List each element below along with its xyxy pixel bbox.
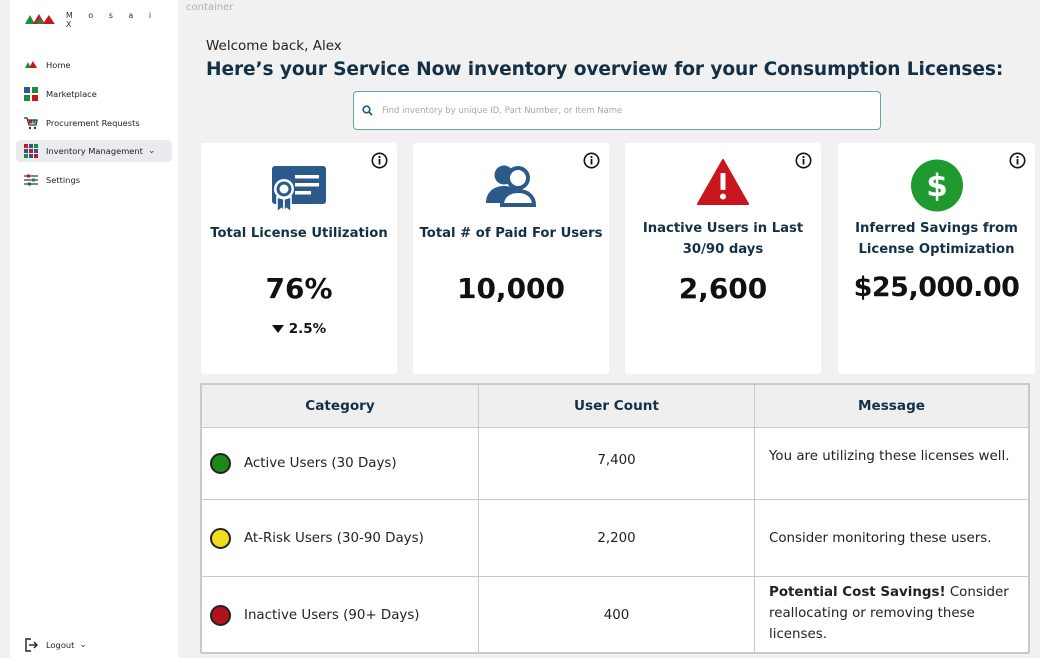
info-icon[interactable] — [1009, 152, 1026, 169]
table-row: At-Risk Users (30-90 Days) 2,200 Conside… — [201, 499, 1029, 577]
svg-text:$: $ — [926, 168, 948, 204]
card-title: Inactive Users in Last 30/90 days — [625, 218, 821, 260]
inventory-grid-icon — [24, 144, 38, 159]
mosaix-logo-icon — [24, 14, 55, 24]
category-label: At-Risk Users (30-90 Days) — [244, 530, 424, 546]
license-utilization-card: Total License Utilization 76% 2.5% — [201, 143, 397, 374]
sidebar-item-marketplace[interactable]: Marketplace — [16, 83, 172, 105]
inactive-users-card: Inactive Users in Last 30/90 days 2,600 — [625, 143, 821, 374]
sidebar-item-settings[interactable]: Settings — [16, 169, 172, 191]
category-label: Inactive Users (90+ Days) — [244, 607, 420, 623]
table-header-row: Category User Count Message — [201, 384, 1029, 428]
card-title-line: Inferred Savings from — [855, 221, 1018, 236]
search-bar[interactable] — [353, 91, 881, 130]
user-count-cell: 2,200 — [478, 499, 755, 577]
message-cell: Consider monitoring these users. — [754, 499, 1029, 577]
table-row: Inactive Users (90+ Days) 400 Potential … — [201, 576, 1029, 654]
brand-name: M o s a i X — [65, 11, 158, 29]
card-title-line: 30/90 days — [682, 242, 764, 257]
logout-icon — [25, 638, 38, 652]
sidebar-item-inventory[interactable]: Inventory Management ⌄ — [16, 140, 172, 163]
cart-icon — [24, 116, 38, 129]
status-dot-red — [210, 604, 231, 626]
user-category-table: Category User Count Message Active Users… — [200, 383, 1030, 654]
card-value: $25,000.00 — [853, 272, 1020, 303]
column-header-category[interactable]: Category — [201, 384, 479, 428]
card-value: 2,600 — [678, 272, 768, 305]
chevron-down-icon[interactable]: ⌄ — [147, 146, 156, 157]
card-title-line: Inactive Users in Last — [642, 221, 804, 236]
status-dot-yellow — [210, 527, 231, 549]
sidebar-item-label: Procurement Requests — [46, 117, 140, 128]
brand[interactable]: M o s a i X — [24, 11, 178, 29]
chevron-down-icon[interactable]: ⌄ — [79, 640, 87, 650]
page-title: Here’s your Service Now inventory overvi… — [206, 59, 1004, 80]
info-icon[interactable] — [795, 152, 812, 169]
user-count-cell: 400 — [478, 576, 755, 654]
category-label: Active Users (30 Days) — [244, 456, 397, 471]
marketplace-icon — [24, 86, 38, 101]
trend-value: 2.5% — [288, 321, 327, 337]
message-text: Consider reallocating or removing these … — [769, 585, 1009, 642]
sliders-icon — [24, 174, 38, 186]
search-icon — [362, 105, 373, 116]
mosaix-home-icon — [25, 61, 37, 68]
paid-users-card: Total # of Paid For Users 10,000 — [413, 143, 609, 374]
license-certificate-icon — [272, 166, 326, 213]
card-value: 76% — [265, 272, 333, 305]
category-cell: At-Risk Users (30-90 Days) — [201, 499, 479, 577]
message-emphasis: Potential Cost Savings! — [769, 585, 946, 600]
sidebar-nav: Home Marketplace Procurement Requests — [16, 54, 172, 198]
status-dot-green — [210, 453, 231, 474]
card-title-line: License Optimization — [858, 242, 1015, 257]
logout-button[interactable]: Logout ⌄ — [24, 638, 87, 652]
sidebar-item-label: Settings — [46, 175, 81, 186]
user-count-value: 7,400 — [597, 453, 636, 468]
trend-indicator: 2.5% — [201, 321, 397, 337]
users-icon — [486, 165, 537, 207]
sidebar: M o s a i X Home Marketplace Procurement… — [10, 0, 178, 658]
user-count-value: 400 — [603, 607, 630, 623]
table-row: Active Users (30 Days) 7,400 You are uti… — [201, 427, 1029, 500]
user-count-value: 2,200 — [597, 530, 636, 546]
user-count-cell: 7,400 — [478, 427, 755, 500]
card-title: Inferred Savings from License Optimizati… — [838, 218, 1035, 260]
info-icon[interactable] — [371, 152, 388, 169]
sidebar-item-label: Marketplace — [46, 88, 97, 99]
dollar-icon: $ — [910, 159, 963, 212]
card-title: Total # of Paid For Users — [419, 226, 603, 241]
logout-label: Logout — [46, 640, 75, 650]
sidebar-item-label: Home — [46, 60, 71, 70]
inferred-savings-card: $ Inferred Savings from License Optimiza… — [838, 143, 1035, 374]
sidebar-item-procurement[interactable]: Procurement Requests — [16, 112, 172, 134]
info-icon[interactable] — [583, 152, 600, 169]
category-cell: Inactive Users (90+ Days) — [201, 576, 479, 654]
warning-icon — [697, 159, 749, 205]
sidebar-item-home[interactable]: Home — [16, 54, 172, 76]
trend-down-icon — [271, 325, 284, 333]
message-cell: Potential Cost Savings! Consider realloc… — [754, 576, 1029, 654]
card-value: 10,000 — [456, 272, 566, 305]
sidebar-item-label: Inventory Management — [46, 146, 143, 157]
message-cell: You are utilizing these licenses well. — [754, 427, 1029, 500]
card-title: Total License Utilization — [210, 226, 388, 241]
table: Category User Count Message Active Users… — [201, 384, 1029, 654]
search-input[interactable] — [382, 105, 862, 116]
column-header-message[interactable]: Message — [754, 384, 1029, 428]
category-cell: Active Users (30 Days) — [201, 427, 479, 500]
welcome-text: Welcome back, Alex — [206, 38, 342, 54]
column-header-user-count[interactable]: User Count — [478, 384, 755, 428]
container-label: container — [186, 2, 234, 13]
